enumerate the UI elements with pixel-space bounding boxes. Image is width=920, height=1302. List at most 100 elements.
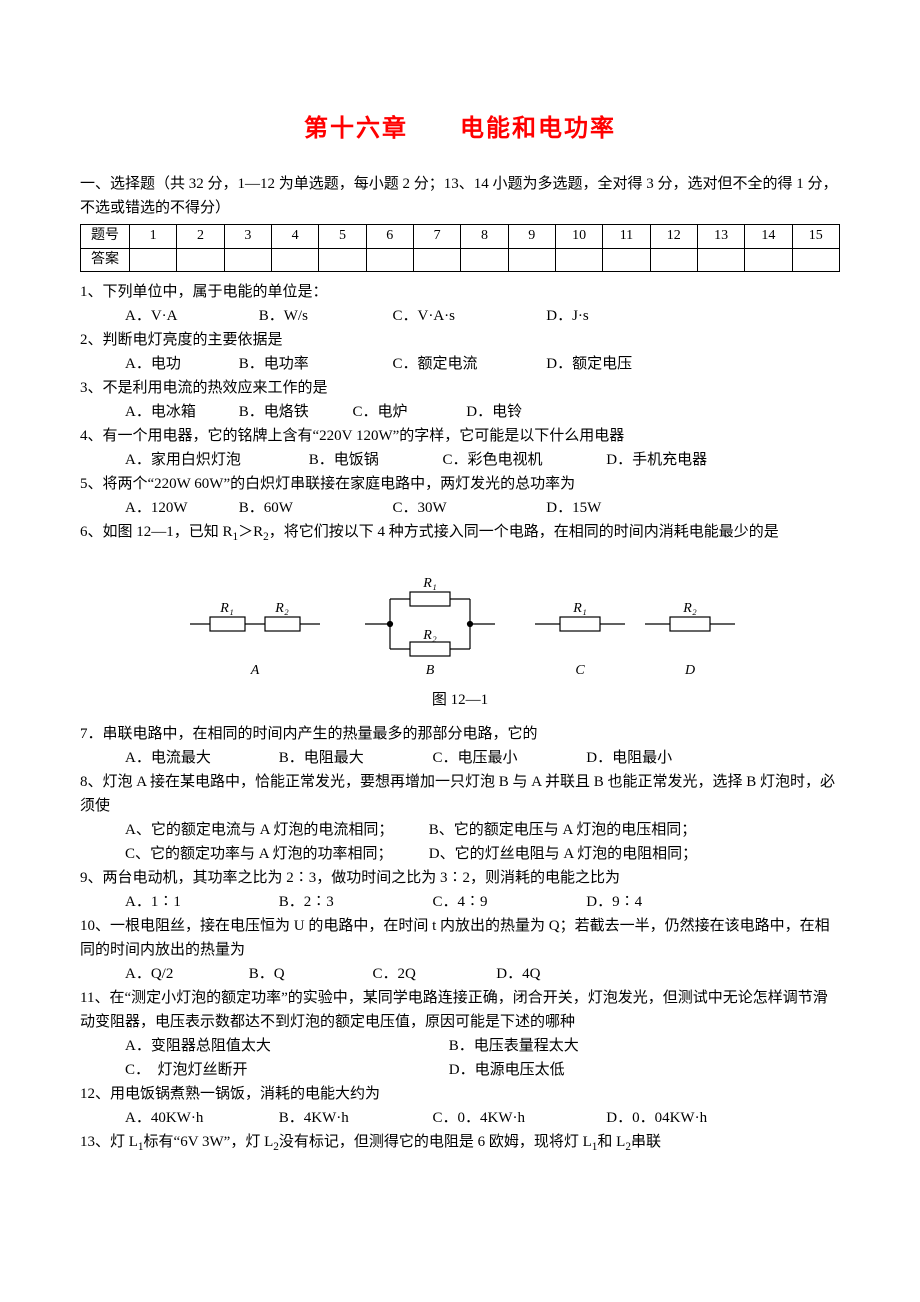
- q2-opt-a: A．电功: [125, 352, 235, 376]
- q12-opt-b: B．4KW·h: [279, 1106, 429, 1130]
- figure-caption: 图 12—1: [80, 688, 840, 712]
- q10-opt-c: C．2Q: [373, 962, 493, 986]
- q9-opt-d: D．9∶4: [586, 890, 642, 914]
- q6-stem: 6、如图 12—1，已知 R1＞R2，将它们按以下 4 种方式接入同一个电路，在…: [80, 520, 840, 546]
- grid-ans-9: [508, 248, 555, 271]
- grid-col-9: 9: [508, 225, 555, 248]
- q7-stem: 7．串联电路中，在相同的时间内产生的热量最多的那部分电路，它的: [80, 722, 840, 746]
- q9-opt-a: A．1∶1: [125, 890, 275, 914]
- q10-opt-b: B．Q: [249, 962, 369, 986]
- q5-opt-d: D．15W: [546, 496, 601, 520]
- q11-opt-b: B．电压表量程太大: [449, 1034, 579, 1058]
- svg-text:R₁: R₁: [422, 576, 436, 591]
- grid-col-5: 5: [319, 225, 366, 248]
- q7-opt-a: A．电流最大: [125, 746, 275, 770]
- q10-opt-d: D．4Q: [496, 962, 540, 986]
- q2-opt-b: B．电功率: [239, 352, 389, 376]
- grid-col-2: 2: [177, 225, 224, 248]
- q11-opt-a: A．变阻器总阻值太大: [125, 1034, 445, 1058]
- q5-opt-b: B．60W: [239, 496, 389, 520]
- svg-text:A: A: [250, 663, 260, 678]
- grid-col-8: 8: [461, 225, 508, 248]
- q1-stem: 1、下列单位中，属于电能的单位是：: [80, 280, 840, 304]
- q5-opt-a: A．120W: [125, 496, 235, 520]
- svg-text:R₁: R₁: [572, 601, 586, 616]
- q13-stem: 13、灯 L1标有“6V 3W”，灯 L2没有标记，但测得它的电阻是 6 欧姆，…: [80, 1130, 840, 1156]
- q1-opt-b: B．W/s: [259, 304, 389, 328]
- grid-col-4: 4: [271, 225, 318, 248]
- svg-text:R₁: R₁: [219, 601, 233, 616]
- q10-opt-a: A．Q/2: [125, 962, 245, 986]
- q3-opt-d: D．电铃: [466, 400, 522, 424]
- grid-answer-label: 答案: [81, 248, 130, 271]
- q2-opt-c: C．额定电流: [393, 352, 543, 376]
- answer-grid: 题号 1 2 3 4 5 6 7 8 9 10 11 12 13 14 15 答…: [80, 224, 840, 272]
- q12-stem: 12、用电饭锅煮熟一锅饭，消耗的电能大约为: [80, 1082, 840, 1106]
- grid-ans-7: [413, 248, 460, 271]
- grid-col-7: 7: [413, 225, 460, 248]
- q8-opt-a: A、它的额定电流与 A 灯泡的电流相同；: [125, 818, 425, 842]
- q4-opt-c: C．彩色电视机: [443, 448, 603, 472]
- q8-opt-c: C、它的额定功率与 A 灯泡的功率相同；: [125, 842, 425, 866]
- grid-ans-2: [177, 248, 224, 271]
- q1-opt-d: D．J·s: [546, 304, 589, 328]
- svg-text:R₂: R₂: [682, 601, 697, 616]
- q5-stem: 5、将两个“220W 60W”的白炽灯串联接在家庭电路中，两灯发光的总功率为: [80, 472, 840, 496]
- grid-col-6: 6: [366, 225, 413, 248]
- q4-opt-d: D．手机充电器: [606, 448, 707, 472]
- grid-ans-10: [555, 248, 602, 271]
- q3-opt-a: A．电冰箱: [125, 400, 235, 424]
- q4-opt-b: B．电饭锅: [309, 448, 439, 472]
- grid-ans-5: [319, 248, 366, 271]
- q5-opt-c: C．30W: [393, 496, 543, 520]
- q12-opt-d: D．0．04KW·h: [606, 1106, 707, 1130]
- grid-col-15: 15: [792, 225, 839, 248]
- q2-stem: 2、判断电灯亮度的主要依据是: [80, 328, 840, 352]
- q8-opt-d: D、它的灯丝电阻与 A 灯泡的电阻相同；: [429, 846, 697, 862]
- grid-col-3: 3: [224, 225, 271, 248]
- grid-col-1: 1: [130, 225, 177, 248]
- q4-opt-a: A．家用白炽灯泡: [125, 448, 305, 472]
- grid-ans-8: [461, 248, 508, 271]
- q9-opt-b: B．2∶3: [279, 890, 429, 914]
- circuit-figure: R₁ R₂ A: [80, 564, 840, 684]
- q4-stem: 4、有一个用电器，它的铭牌上含有“220V 120W”的字样，它可能是以下什么用…: [80, 424, 840, 448]
- q8-opt-b: B、它的额定电压与 A 灯泡的电压相同；: [429, 822, 697, 838]
- svg-text:B: B: [426, 663, 435, 678]
- q3-opt-b: B．电烙铁: [239, 400, 349, 424]
- q8-stem: 8、灯泡 A 接在某电路中，恰能正常发光，要想再增加一只灯泡 B 与 A 并联且…: [80, 770, 840, 818]
- q3-stem: 3、不是利用电流的热效应来工作的是: [80, 376, 840, 400]
- grid-ans-6: [366, 248, 413, 271]
- q7-opt-d: D．电阻最小: [586, 746, 672, 770]
- q7-opt-b: B．电阻最大: [279, 746, 429, 770]
- grid-ans-3: [224, 248, 271, 271]
- q11-stem: 11、在“测定小灯泡的额定功率”的实验中，某同学电路连接正确，闭合开关，灯泡发光…: [80, 986, 840, 1034]
- grid-col-13: 13: [697, 225, 744, 248]
- grid-ans-12: [650, 248, 697, 271]
- grid-ans-13: [697, 248, 744, 271]
- grid-ans-15: [792, 248, 839, 271]
- q10-stem: 10、一根电阻丝，接在电压恒为 U 的电路中，在时间 t 内放出的热量为 Q；若…: [80, 914, 840, 962]
- grid-col-12: 12: [650, 225, 697, 248]
- grid-col-14: 14: [745, 225, 792, 248]
- q12-opt-c: C．0．4KW·h: [433, 1106, 603, 1130]
- q9-opt-c: C．4∶9: [433, 890, 583, 914]
- grid-col-10: 10: [555, 225, 602, 248]
- section-intro: 一、选择题（共 32 分，1—12 为单选题，每小题 2 分；13、14 小题为…: [80, 172, 840, 220]
- q9-stem: 9、两台电动机，其功率之比为 2∶3，做功时间之比为 3∶2，则消耗的电能之比为: [80, 866, 840, 890]
- q11-opt-d: D．电源电压太低: [449, 1058, 565, 1082]
- grid-ans-4: [271, 248, 318, 271]
- q12-opt-a: A．40KW·h: [125, 1106, 275, 1130]
- grid-ans-1: [130, 248, 177, 271]
- svg-text:R₂: R₂: [422, 628, 437, 643]
- q11-opt-c: C． 灯泡灯丝断开: [125, 1058, 445, 1082]
- svg-text:D: D: [684, 663, 695, 678]
- q1-opt-a: A．V·A: [125, 304, 255, 328]
- q3-opt-c: C．电炉: [353, 400, 463, 424]
- grid-ans-14: [745, 248, 792, 271]
- page-title: 第十六章 电能和电功率: [80, 110, 840, 148]
- svg-text:C: C: [575, 663, 585, 678]
- grid-col-11: 11: [603, 225, 650, 248]
- q2-opt-d: D．额定电压: [546, 352, 632, 376]
- svg-text:R₂: R₂: [274, 601, 289, 616]
